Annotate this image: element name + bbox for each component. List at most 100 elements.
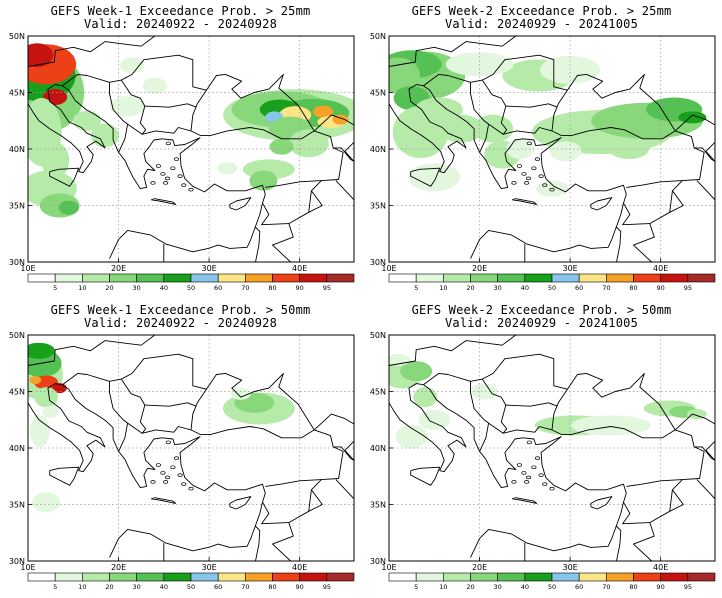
probability-area bbox=[120, 57, 145, 74]
coastline bbox=[28, 335, 156, 366]
island bbox=[524, 181, 530, 185]
island bbox=[521, 471, 527, 475]
colorbar-label: 95 bbox=[684, 284, 692, 292]
colorbar-swatch bbox=[415, 572, 444, 582]
lat-tick-label: 50N bbox=[9, 32, 25, 41]
lat-tick-label: 45N bbox=[370, 388, 386, 397]
island bbox=[173, 456, 180, 460]
map-panel-week2-25mm: GEFS Week-2 Exceedance Prob. > 25mm Vali… bbox=[361, 0, 722, 299]
colorbar-swatch bbox=[578, 273, 607, 283]
island bbox=[525, 176, 532, 181]
colorbar-swatch bbox=[497, 572, 526, 582]
probability-area bbox=[473, 114, 514, 143]
coastline bbox=[62, 54, 207, 91]
island bbox=[165, 141, 171, 146]
colorbar-label: 60 bbox=[575, 583, 583, 591]
lat-tick-label: 30N bbox=[370, 258, 386, 267]
probability-area bbox=[608, 139, 649, 159]
panel-title: GEFS Week-2 Exceedance Prob. > 50mm bbox=[411, 303, 672, 317]
island bbox=[542, 183, 548, 187]
colorbar-label: 50 bbox=[548, 583, 556, 591]
island bbox=[164, 176, 171, 181]
coastline bbox=[144, 402, 197, 407]
probability-area bbox=[389, 57, 421, 94]
island bbox=[170, 465, 176, 469]
probability-area bbox=[470, 383, 499, 400]
colorbar-swatch bbox=[388, 273, 417, 283]
probability-area bbox=[58, 200, 79, 215]
colorbar-swatch bbox=[136, 572, 165, 582]
coastline bbox=[109, 378, 147, 434]
colorbar-label: 30 bbox=[133, 583, 141, 591]
coastline bbox=[615, 226, 622, 262]
coastline bbox=[118, 124, 129, 153]
panel-valid-dates: Valid: 20240922 - 20240928 bbox=[83, 316, 278, 330]
coastline bbox=[674, 413, 715, 461]
coastline bbox=[335, 180, 354, 229]
coastline bbox=[313, 413, 354, 461]
lat-tick-label: 40N bbox=[9, 444, 25, 453]
island bbox=[150, 480, 156, 484]
colorbar-swatch bbox=[326, 273, 355, 283]
colorbar-swatch bbox=[109, 572, 137, 582]
colorbar-swatch bbox=[687, 273, 716, 283]
lat-tick-label: 45N bbox=[9, 388, 25, 397]
coastline bbox=[590, 197, 613, 211]
colorbar-label: 80 bbox=[268, 583, 276, 591]
lat-tick-label: 35N bbox=[9, 501, 25, 510]
coastline bbox=[633, 223, 655, 262]
colorbar-swatch bbox=[415, 273, 444, 283]
island bbox=[542, 482, 548, 486]
coastline bbox=[265, 429, 344, 487]
coastline bbox=[190, 73, 315, 140]
coastline bbox=[505, 103, 558, 108]
island bbox=[538, 174, 544, 178]
colorbar-label: 40 bbox=[160, 583, 168, 591]
probability-area bbox=[549, 141, 582, 162]
island bbox=[531, 166, 537, 170]
colorbar-label: 10 bbox=[78, 583, 86, 591]
probability-area bbox=[90, 123, 119, 148]
colorbar-swatch bbox=[163, 572, 192, 582]
colorbar-label: 95 bbox=[684, 583, 692, 591]
lat-tick-label: 35N bbox=[370, 202, 386, 211]
colorbar-swatch bbox=[660, 273, 689, 283]
colorbar: 5 10 20 30 40 50 60 70 80 90 95 bbox=[27, 572, 355, 591]
colorbar-swatch bbox=[443, 273, 471, 283]
island bbox=[177, 473, 183, 477]
colorbar-label: 30 bbox=[494, 284, 502, 292]
probability-area bbox=[313, 105, 334, 118]
probability-area bbox=[269, 138, 294, 155]
colorbar-label: 80 bbox=[268, 284, 276, 292]
coastline bbox=[109, 79, 147, 135]
colorbar-label: 60 bbox=[575, 284, 583, 292]
coastline bbox=[696, 180, 715, 229]
probability-area bbox=[408, 163, 461, 192]
island bbox=[549, 187, 555, 192]
lon-tick-label: 20E bbox=[111, 264, 126, 273]
coastline bbox=[62, 384, 266, 558]
lat-tick-label: 40N bbox=[370, 145, 386, 154]
colorbar-swatch bbox=[443, 572, 471, 582]
probability-area bbox=[142, 77, 167, 94]
colorbar-swatch bbox=[109, 273, 137, 283]
colorbar-swatch bbox=[524, 273, 553, 283]
island bbox=[525, 475, 532, 480]
coastline bbox=[615, 525, 622, 561]
probability-area bbox=[217, 162, 238, 175]
lat-tick-label: 40N bbox=[370, 444, 386, 453]
coastline bbox=[190, 372, 315, 439]
lon-tick-label: 20E bbox=[472, 563, 487, 572]
lon-tick-label: 40E bbox=[292, 563, 307, 572]
panel-title: GEFS Week-1 Exceedance Prob. > 25mm bbox=[50, 4, 311, 18]
lon-tick-label: 20E bbox=[472, 264, 487, 273]
coastline bbox=[333, 446, 354, 461]
lat-tick-label: 45N bbox=[370, 89, 386, 98]
colorbar-swatch bbox=[27, 572, 56, 582]
coastline bbox=[423, 85, 627, 259]
lon-tick-label: 30E bbox=[562, 264, 577, 273]
island bbox=[549, 486, 555, 491]
coastline bbox=[49, 466, 80, 486]
colorbar-swatch bbox=[217, 273, 246, 283]
